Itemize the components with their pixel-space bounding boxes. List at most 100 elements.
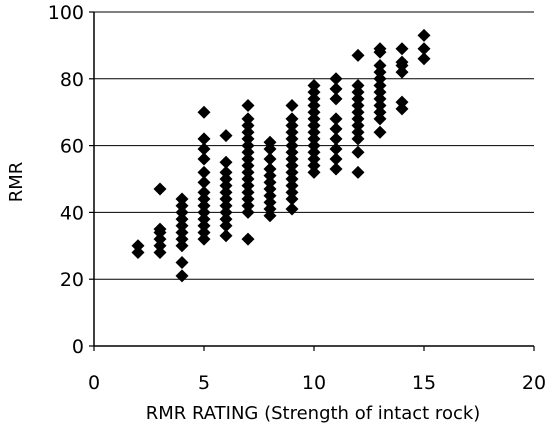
x-tick-label: 20 — [522, 372, 546, 394]
data-point — [241, 185, 255, 199]
data-point — [219, 179, 233, 193]
data-point — [241, 205, 255, 219]
data-point — [395, 55, 409, 69]
data-point — [285, 132, 299, 146]
data-point — [219, 205, 233, 219]
data-point — [395, 42, 409, 56]
data-point — [263, 182, 277, 196]
data-point — [285, 152, 299, 166]
data-point — [263, 202, 277, 216]
data-point — [175, 256, 189, 269]
data-point — [153, 239, 167, 253]
data-point — [351, 125, 365, 139]
data-point — [285, 145, 299, 159]
data-point — [373, 78, 387, 92]
y-tick-label: 40 — [60, 202, 84, 224]
data-point — [241, 145, 255, 159]
data-point — [197, 185, 211, 199]
data-point — [197, 165, 211, 179]
data-point — [285, 202, 299, 216]
data-point — [329, 142, 343, 156]
data-point — [285, 125, 299, 139]
tick-labels: 0 20 40 60 80 100 0 5 10 15 20 — [48, 2, 546, 394]
data-point — [329, 152, 343, 166]
data-point — [263, 162, 277, 176]
data-point — [285, 179, 299, 193]
data-point — [307, 145, 321, 159]
data-point — [241, 192, 255, 206]
y-axis-title: RMR — [6, 162, 27, 203]
data-point — [241, 165, 255, 179]
data-point — [175, 225, 189, 239]
data-point — [219, 219, 233, 233]
data-point — [219, 172, 233, 186]
data-point — [219, 155, 233, 169]
data-point — [219, 229, 233, 243]
data-point — [241, 99, 255, 113]
data-point — [197, 105, 211, 119]
data-point — [175, 232, 189, 246]
data-point — [307, 125, 321, 139]
data-point — [197, 205, 211, 219]
data-point — [285, 119, 299, 133]
data-point — [373, 72, 387, 86]
y-tick-label: 60 — [60, 136, 84, 158]
data-point — [329, 122, 343, 136]
data-point — [329, 92, 343, 106]
data-point — [307, 132, 321, 146]
data-point — [351, 78, 365, 92]
data-point — [241, 112, 255, 126]
x-tick-label: 0 — [88, 372, 100, 394]
data-point — [197, 142, 211, 156]
data-point — [175, 192, 189, 206]
data-point — [285, 159, 299, 173]
data-point — [285, 185, 299, 199]
data-point — [329, 162, 343, 176]
data-point — [175, 239, 189, 253]
data-point — [197, 132, 211, 146]
data-point — [373, 105, 387, 119]
data-point — [307, 119, 321, 133]
data-point — [241, 119, 255, 133]
data-point — [329, 82, 343, 96]
data-point — [263, 169, 277, 183]
axes — [89, 11, 535, 351]
data-point — [351, 119, 365, 133]
data-point — [197, 199, 211, 213]
data-point — [263, 135, 277, 149]
data-point — [219, 129, 233, 143]
data-point — [417, 28, 431, 42]
data-point — [307, 78, 321, 92]
data-point — [241, 199, 255, 213]
data-point — [153, 232, 167, 246]
data-point — [263, 209, 277, 223]
data-point — [241, 159, 255, 173]
data-point — [153, 222, 167, 236]
data-point — [285, 139, 299, 153]
data-point — [351, 99, 365, 113]
data-point — [307, 159, 321, 173]
data-point — [307, 152, 321, 166]
data-point — [351, 92, 365, 106]
y-tick-label: 0 — [72, 336, 84, 358]
y-tick-label: 100 — [48, 2, 84, 24]
data-point — [307, 105, 321, 119]
data-point — [219, 212, 233, 226]
data-point — [241, 152, 255, 166]
data-point — [307, 99, 321, 113]
data-point — [153, 245, 167, 259]
data-point — [197, 232, 211, 246]
data-point — [175, 212, 189, 226]
data-point — [373, 42, 387, 56]
data-point — [175, 219, 189, 233]
data-point — [175, 199, 189, 213]
data-point — [373, 112, 387, 126]
data-point — [351, 112, 365, 126]
x-tick-label: 5 — [198, 372, 210, 394]
data-point — [417, 52, 431, 66]
data-point — [219, 192, 233, 206]
data-point — [395, 95, 409, 109]
data-point — [329, 112, 343, 126]
data-point — [351, 145, 365, 159]
